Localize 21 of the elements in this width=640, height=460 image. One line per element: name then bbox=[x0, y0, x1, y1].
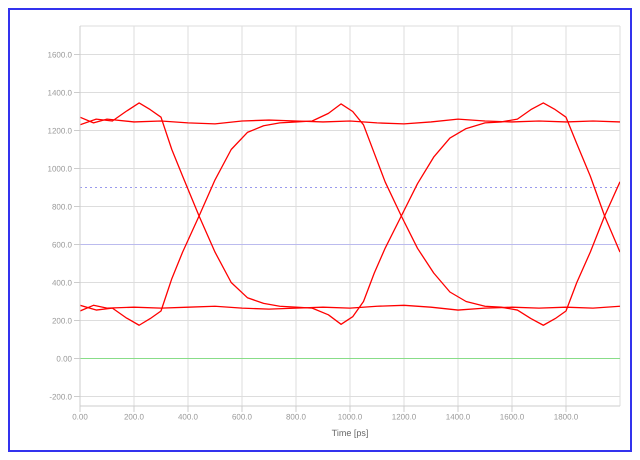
x-axis-title: Time [ps] bbox=[332, 428, 368, 438]
x-tick-label: 800.0 bbox=[286, 412, 307, 422]
y-tick-label: 0.00 bbox=[56, 354, 73, 364]
x-tick-label: 1600.0 bbox=[500, 412, 525, 422]
y-tick-label: 400.0 bbox=[52, 278, 73, 288]
y-tick-label: 600.0 bbox=[52, 240, 73, 250]
y-tick-label: 1200.0 bbox=[48, 126, 73, 136]
y-tick-label: 1400.0 bbox=[48, 88, 73, 98]
x-tick-label: 1400.0 bbox=[446, 412, 471, 422]
x-tick-label: 200.0 bbox=[124, 412, 145, 422]
y-tick-label: 800.0 bbox=[52, 202, 73, 212]
y-tick-label: 1000.0 bbox=[48, 164, 73, 174]
x-tick-label: 1000.0 bbox=[338, 412, 363, 422]
y-tick-label: -200.0 bbox=[49, 392, 73, 402]
x-tick-label: 0.00 bbox=[72, 412, 88, 422]
y-tick-label: 200.0 bbox=[52, 316, 73, 326]
x-tick-label: 1200.0 bbox=[392, 412, 417, 422]
y-tick-label: 1600.0 bbox=[48, 50, 73, 60]
x-tick-label: 1800.0 bbox=[554, 412, 579, 422]
x-tick-label: 400.0 bbox=[178, 412, 199, 422]
x-tick-label: 600.0 bbox=[232, 412, 253, 422]
